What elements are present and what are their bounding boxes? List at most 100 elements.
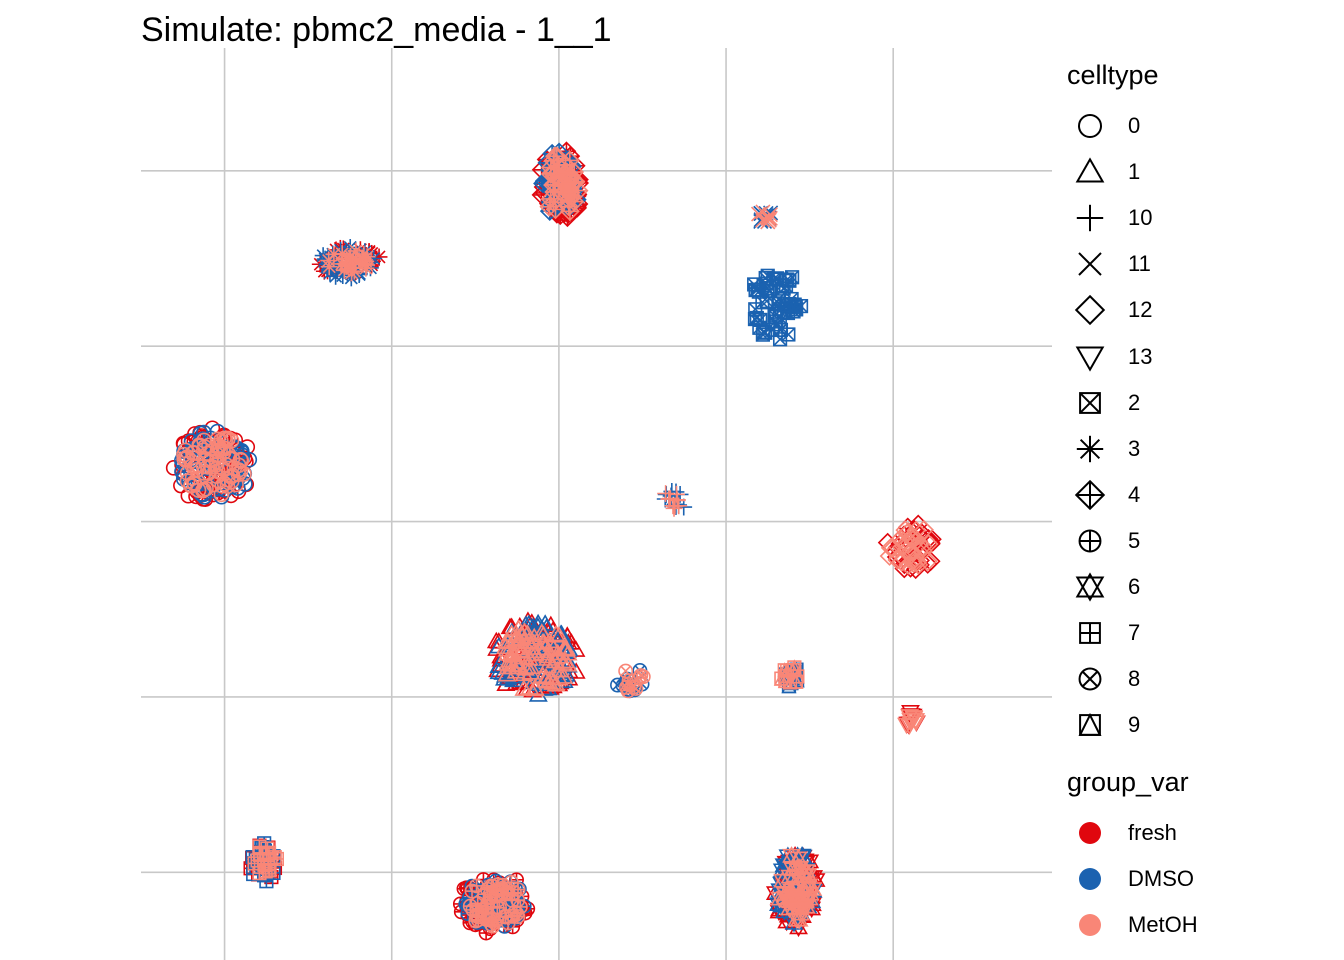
legend-item-group-DMSO: DMSO	[1070, 859, 1330, 899]
point-MetOH-9	[788, 673, 804, 689]
point-DMSO-2	[781, 327, 796, 342]
legend-item-group-fresh: fresh	[1070, 813, 1330, 853]
legend-item-celltype-9: 9	[1070, 705, 1330, 745]
point-MetOH-4	[562, 173, 582, 193]
cluster-celltype-9	[773, 659, 805, 694]
cluster-celltype-7	[243, 836, 284, 889]
point-MetOH-0	[230, 457, 247, 474]
point-MetOH-5	[505, 908, 521, 924]
point-MetOH-4	[564, 162, 585, 182]
legend-title-celltype: celltype	[1067, 60, 1159, 90]
point-MetOH-6	[785, 898, 804, 918]
point-MetOH-12	[912, 536, 933, 557]
point-MetOH-11	[760, 209, 776, 225]
legend-key-circle-plus-icon	[1078, 529, 1102, 553]
point-MetOH-3	[320, 258, 338, 276]
point-MetOH-1	[549, 626, 569, 643]
point-MetOH-0	[179, 473, 196, 489]
point-MetOH-12	[887, 550, 908, 570]
legend-label: 1	[1128, 159, 1141, 185]
point-MetOH-0	[223, 473, 240, 490]
chart-title: Simulate: pbmc2_media - 1__1	[141, 11, 612, 49]
cluster-celltype-5	[452, 872, 536, 941]
point-MetOH-12	[907, 552, 928, 573]
cluster-celltype-10	[656, 482, 693, 517]
legend-key-triangle-icon	[1075, 157, 1105, 183]
point-MetOH-3	[325, 245, 343, 263]
point-MetOH-1	[542, 635, 562, 652]
point-MetOH-3	[353, 249, 371, 267]
legend-item-celltype-8: 8	[1070, 659, 1330, 699]
point-DMSO-2	[758, 276, 774, 291]
legend-label: 0	[1128, 113, 1141, 138]
point-DMSO-2	[755, 295, 770, 310]
point-MetOH-0	[228, 476, 244, 493]
point-MetOH-13	[901, 713, 921, 730]
legend-key-square-triangle-icon	[1078, 713, 1102, 737]
point-MetOH-5	[464, 883, 480, 899]
point-MetOH-1	[524, 633, 544, 650]
point-MetOH-12	[893, 547, 914, 568]
point-MetOH-0	[198, 480, 214, 497]
legend-item-celltype-1: 1	[1070, 152, 1330, 192]
point-MetOH-8	[628, 681, 644, 696]
point-MetOH-1	[497, 640, 517, 657]
point-MetOH-13	[900, 709, 920, 726]
cluster-celltype-11	[750, 204, 779, 230]
point-MetOH-1	[534, 632, 554, 650]
point-MetOH-1	[524, 627, 544, 645]
point-MetOH-1	[545, 651, 565, 669]
legend-item-celltype-6: 6	[1070, 567, 1330, 607]
point-MetOH-1	[514, 679, 534, 696]
point-MetOH-0	[208, 456, 225, 473]
point-MetOH-1	[502, 655, 521, 672]
legend-key-asterisk-icon	[1076, 435, 1104, 462]
cluster-celltype-3	[311, 239, 388, 287]
point-fresh-1	[541, 615, 561, 633]
legend-key-triangle-down-icon	[1075, 346, 1105, 372]
legend-label: 3	[1128, 435, 1141, 461]
point-MetOH-1	[556, 651, 576, 669]
point-MetOH-12	[893, 531, 914, 551]
point-MetOH-0	[213, 432, 229, 449]
grid-lines	[141, 48, 1052, 960]
point-MetOH-1	[502, 624, 522, 641]
cluster-celltype-12	[877, 514, 942, 580]
point-MetOH-0	[219, 478, 236, 494]
cluster-celltype-8	[610, 663, 651, 699]
point-MetOH-5	[510, 892, 526, 908]
legend-key-square-plus-icon	[1079, 622, 1101, 644]
legend-label: 12	[1128, 297, 1153, 323]
legend-item-celltype-12: 12	[1070, 290, 1330, 330]
cluster-celltype-6	[765, 845, 826, 938]
legend-key-circle-icon	[1078, 114, 1102, 138]
point-MetOH-10	[660, 490, 678, 508]
point-MetOH-6	[803, 879, 823, 899]
legend-item-celltype-5: 5	[1070, 521, 1330, 561]
point-MetOH-12	[891, 551, 912, 572]
point-MetOH-0	[183, 477, 199, 493]
point-MetOH-12	[901, 541, 922, 562]
legend-label: 5	[1128, 527, 1141, 553]
legend-item-celltype-13: 13	[1070, 337, 1330, 377]
legend-label: 6	[1128, 574, 1141, 599]
legend-item-group-MetOH: MetOH	[1070, 905, 1330, 945]
legend-label: 2	[1128, 389, 1141, 415]
legend-label: 8	[1128, 666, 1141, 692]
point-MetOH-1	[512, 642, 532, 659]
cluster-celltype-13	[897, 704, 926, 735]
legend-label: fresh	[1128, 820, 1177, 845]
legend-key-dot-icon	[1079, 822, 1101, 844]
point-MetOH-6	[796, 861, 816, 881]
point-MetOH-0	[178, 451, 194, 467]
point-MetOH-4	[540, 157, 561, 178]
legend-label: 4	[1128, 481, 1141, 507]
legend-key-dot-icon	[1079, 868, 1101, 890]
point-MetOH-12	[879, 546, 900, 566]
legend-label: DMSO	[1128, 866, 1194, 891]
legend-item-celltype-7: 7	[1070, 613, 1330, 653]
point-MetOH-12	[908, 555, 929, 575]
legend-item-celltype-10: 10	[1070, 198, 1330, 238]
legend-label: 9	[1128, 712, 1141, 738]
point-MetOH-6	[785, 878, 805, 898]
